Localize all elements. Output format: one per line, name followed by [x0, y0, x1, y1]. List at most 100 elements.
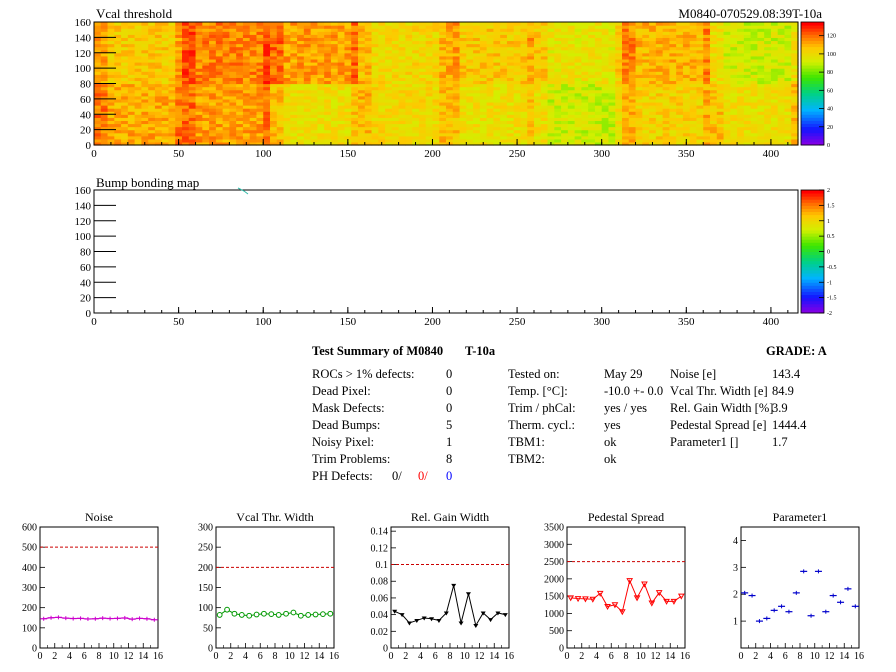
heatmap-cell — [378, 126, 386, 131]
heatmap-cell — [649, 43, 657, 48]
heatmap-cell — [459, 71, 467, 75]
heatmap-cell — [107, 25, 115, 29]
heatmap-cell — [547, 120, 555, 125]
heatmap-cell — [297, 114, 305, 118]
palette-band — [801, 49, 824, 54]
heatmap-cell — [330, 111, 339, 115]
heatmap-cell — [100, 55, 109, 60]
heatmap-cell — [270, 25, 278, 29]
heatmap-cell — [310, 28, 318, 32]
heatmap-cell — [371, 111, 379, 115]
heatmap-cell — [256, 40, 264, 45]
heatmap-cell — [154, 74, 163, 78]
heatmap-cell — [94, 61, 102, 66]
heatmap-cell — [242, 86, 251, 91]
heatmap-cell — [290, 65, 298, 69]
heatmap-cell — [723, 101, 731, 106]
heatmap-cell — [662, 101, 670, 106]
heatmap-cell — [791, 52, 799, 57]
heatmap-cell — [466, 74, 474, 78]
heatmap-cell — [297, 108, 305, 112]
palette-frame — [800, 21, 825, 146]
heatmap-cell — [689, 77, 698, 82]
heatmap-cell — [547, 92, 555, 97]
heatmap-cell — [689, 80, 698, 85]
heatmap-cell — [405, 74, 413, 78]
heatmap-cell — [764, 55, 772, 60]
heatmap-cell — [148, 120, 156, 125]
heatmap-cell — [784, 92, 792, 97]
heatmap-cell — [615, 25, 623, 29]
heatmap-cell — [594, 71, 603, 75]
heatmap-cell — [622, 92, 630, 97]
heatmap-cell — [398, 68, 406, 72]
heatmap-cell — [601, 89, 610, 94]
heatmap-cell — [513, 58, 522, 63]
heatmap-cell — [405, 89, 413, 94]
heatmap-cell — [737, 111, 745, 115]
heatmap-cell — [730, 111, 738, 115]
heatmap-cell — [635, 46, 643, 51]
heatmap-cell — [689, 138, 698, 143]
x-tick-label: 8 — [448, 651, 453, 662]
heatmap-cell — [425, 40, 434, 45]
heatmap-cell — [94, 74, 102, 78]
heatmap-cell — [479, 71, 488, 75]
heatmap-cell — [642, 89, 650, 94]
heatmap-cell — [513, 80, 522, 85]
heatmap-cell — [358, 55, 366, 60]
heatmap-cell — [682, 65, 691, 69]
heatmap-cell — [364, 43, 373, 48]
heatmap-cell — [689, 126, 698, 131]
heatmap-cell — [358, 114, 366, 118]
heatmap-cell — [791, 129, 799, 134]
heatmap-cell — [391, 34, 400, 38]
heatmap-cell — [506, 101, 515, 106]
heatmap-cell — [791, 68, 799, 72]
heatmap-cell — [737, 83, 745, 88]
heatmap-cell — [134, 37, 142, 42]
heatmap-cell — [534, 68, 542, 72]
heatmap-cell — [371, 65, 379, 69]
heatmap-cell — [615, 83, 623, 88]
heatmap-cell — [242, 74, 251, 78]
heatmap-cell — [581, 92, 589, 97]
heatmap-cell — [750, 135, 758, 140]
heatmap-cell — [534, 80, 542, 85]
heatmap-cell — [459, 28, 467, 32]
heatmap-cell — [527, 34, 535, 38]
heatmap-cell — [446, 105, 454, 109]
bump-map-mark — [237, 187, 249, 195]
heatmap-cell — [466, 114, 474, 118]
heatmap-cell — [222, 77, 230, 82]
heatmap-cell — [757, 58, 765, 63]
heatmap-cell — [371, 117, 379, 121]
heatmap-cell — [297, 111, 305, 115]
heatmap-cell — [432, 111, 440, 115]
heatmap-cell — [642, 105, 650, 109]
heatmap-cell — [520, 95, 528, 100]
heatmap-cell — [378, 58, 386, 63]
heatmap-cell — [134, 135, 142, 140]
heatmap-cell — [195, 117, 203, 121]
data-point — [392, 609, 398, 614]
heatmap-cell — [784, 98, 792, 103]
heatmap-cell — [215, 114, 224, 118]
heatmap-cell — [486, 114, 494, 118]
heatmap-cell — [513, 105, 522, 109]
heatmap-cell — [256, 86, 264, 91]
heatmap-cell — [371, 77, 379, 82]
heatmap-cell — [121, 55, 129, 60]
threshold-heatmap-cells — [94, 22, 799, 146]
heatmap-cell — [317, 43, 325, 48]
heatmap-cell — [777, 135, 786, 140]
heatmap-cell — [534, 132, 542, 137]
heatmap-cell — [249, 61, 258, 66]
heatmap-cell — [161, 55, 170, 60]
heatmap-cell — [716, 28, 725, 32]
heatmap-cell — [94, 123, 102, 128]
heatmap-cell — [330, 52, 339, 57]
heatmap-cell — [297, 135, 305, 140]
heatmap-cell — [493, 98, 501, 103]
heatmap-cell — [608, 71, 616, 75]
